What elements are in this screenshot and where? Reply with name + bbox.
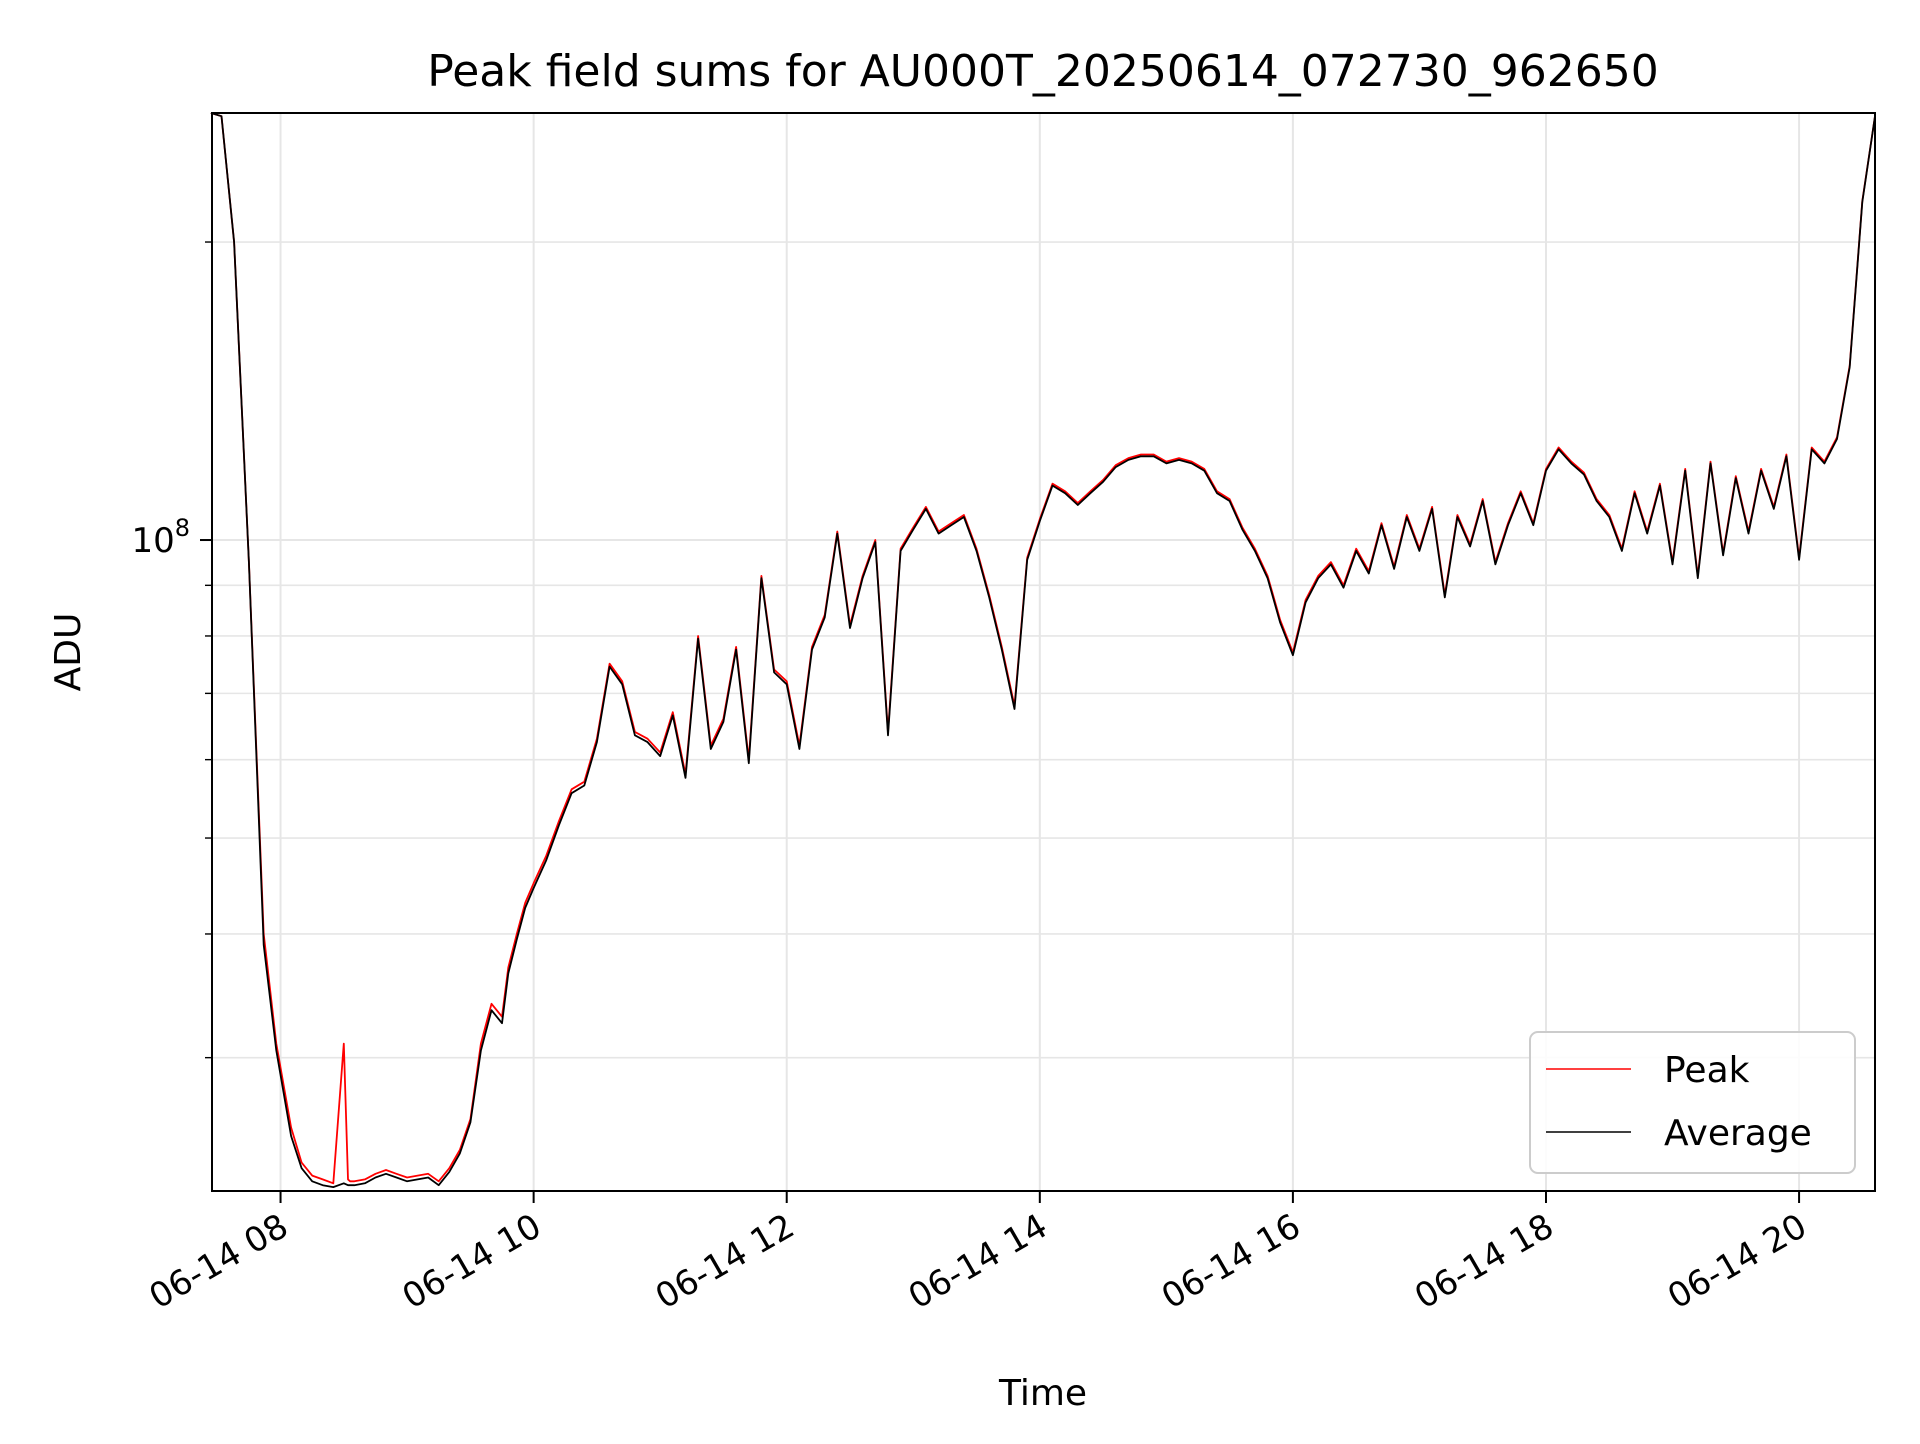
series-line-peak <box>210 112 1876 1185</box>
x-tick-label: 06-14 18 <box>1408 1206 1560 1317</box>
series-layer <box>210 112 1876 1188</box>
x-tick-label: 06-14 16 <box>1155 1206 1307 1317</box>
grid-layer <box>212 113 1875 1191</box>
y-tick-label: 108 <box>131 514 190 561</box>
series-line-average <box>210 112 1876 1188</box>
x-tick-label: 06-14 12 <box>649 1206 801 1317</box>
x-tick-label: 06-14 10 <box>396 1206 548 1317</box>
x-tick-label: 06-14 20 <box>1661 1206 1813 1317</box>
chart-title: Peak field sums for AU000T_20250614_0727… <box>427 46 1659 97</box>
legend-box <box>1529 1031 1856 1174</box>
legend: Peak Average <box>1529 1031 1856 1174</box>
x-axis-label: Time <box>998 1373 1087 1414</box>
legend-label-peak: Peak <box>1664 1050 1750 1091</box>
y-axis-label: ADU <box>48 613 89 692</box>
plot-frame <box>211 112 1876 1192</box>
x-tick-label: 06-14 14 <box>902 1206 1054 1317</box>
legend-label-average: Average <box>1664 1113 1812 1154</box>
x-tick-label: 06-14 08 <box>143 1206 295 1317</box>
